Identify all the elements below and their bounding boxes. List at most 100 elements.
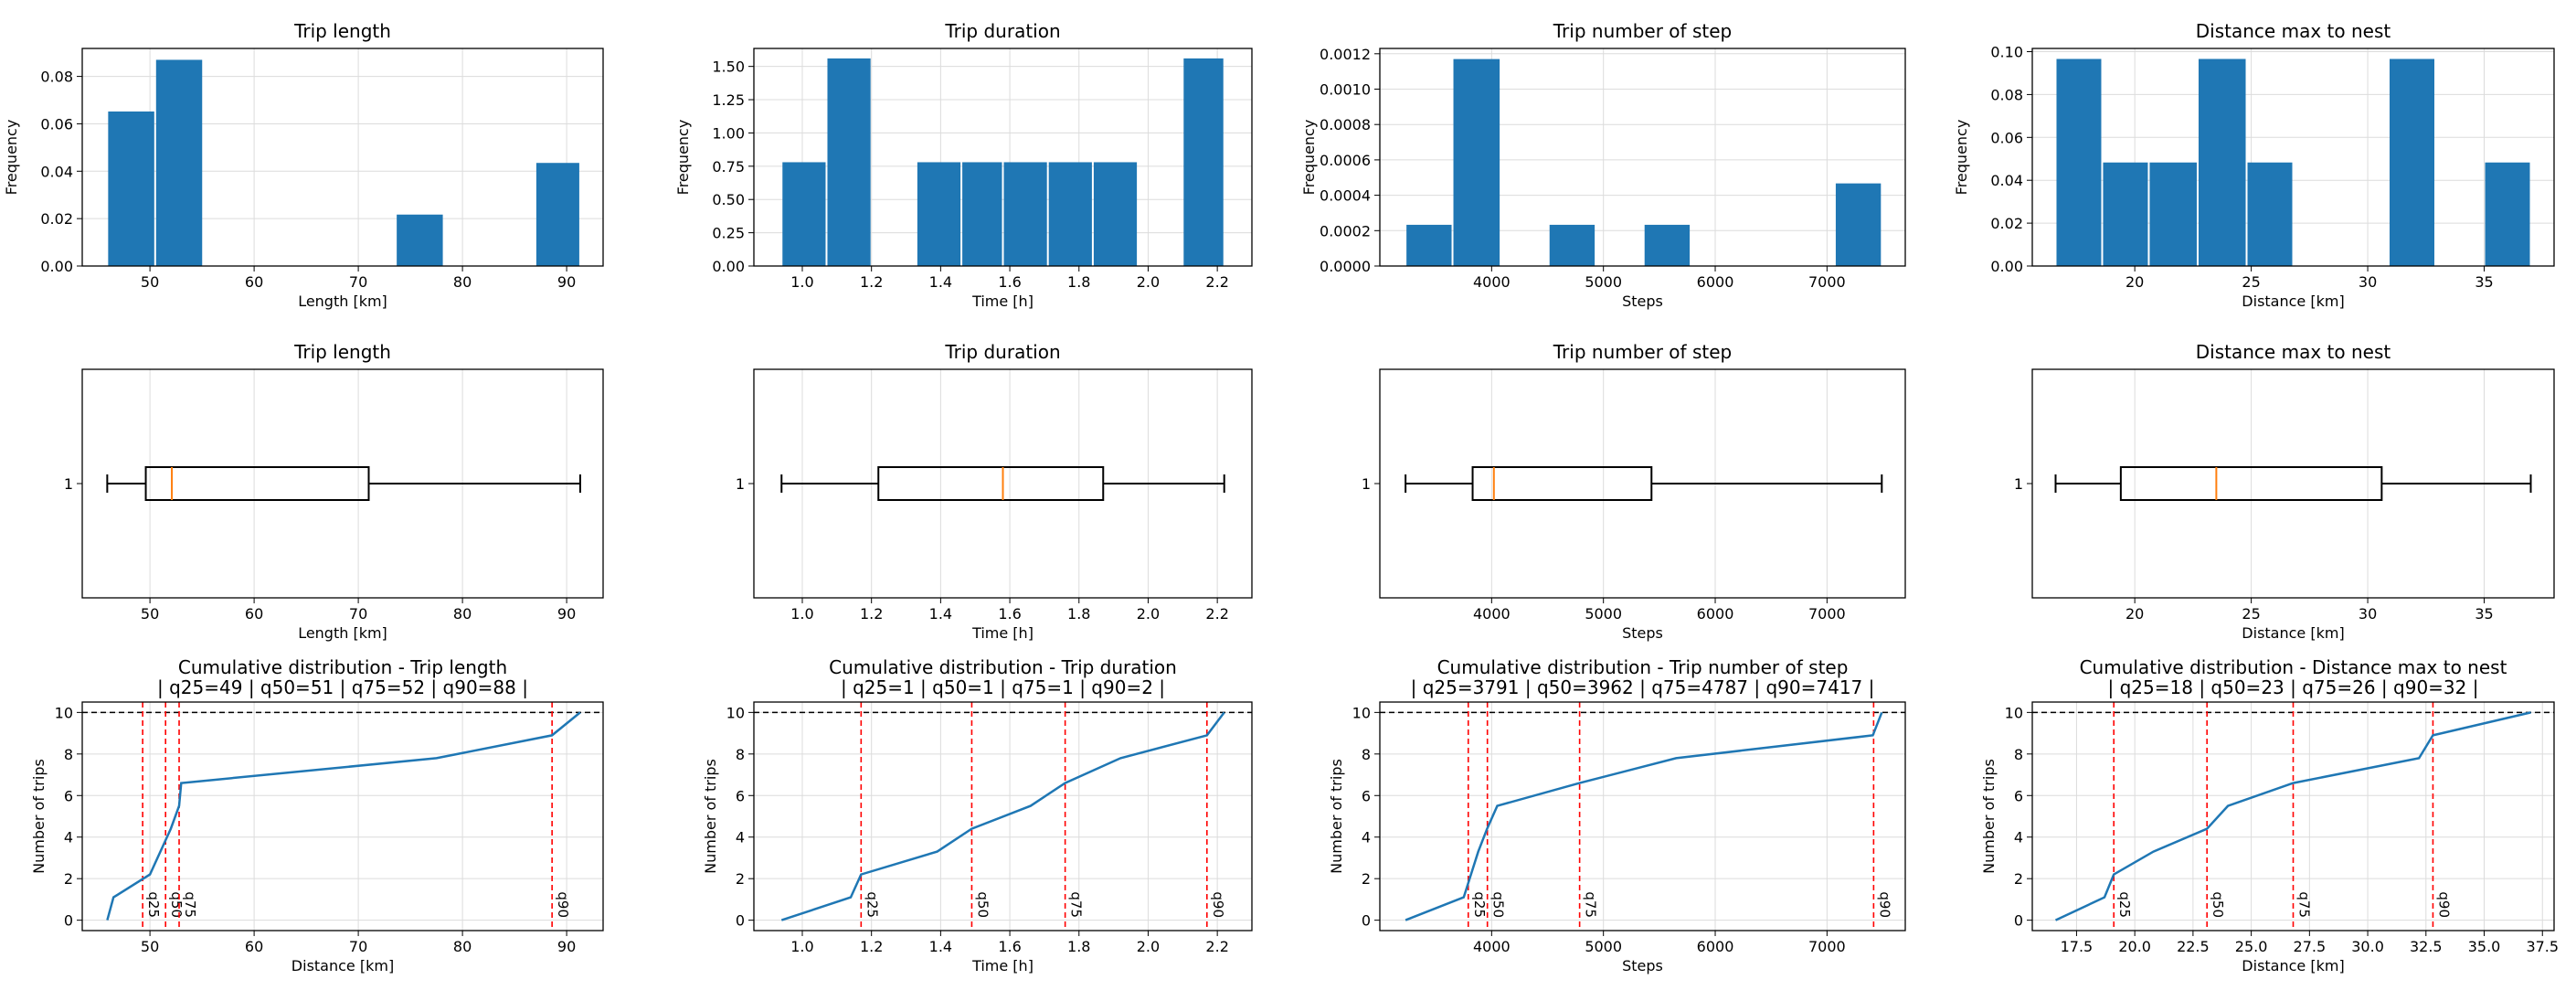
axes-frame xyxy=(753,368,1253,599)
y-tick-label: 6 xyxy=(1362,787,1371,804)
y-tick-label: 0.0010 xyxy=(1320,81,1371,99)
subplot-hist-duration: 1.0 1.2 1.4 1.6 1.8 2.0 2.2 0.00 0.25 0.50 0.75 1.0… xyxy=(674,20,1253,310)
box-iqr xyxy=(2119,466,2383,501)
y-tick-label: 1.00 xyxy=(712,124,745,142)
axes-frame xyxy=(2031,48,2555,267)
x-axis-label: Steps xyxy=(1622,957,1663,974)
chart-title: Distance max to nest xyxy=(2196,20,2391,42)
y-tick-label: 0.0008 xyxy=(1320,116,1371,133)
x-tick-label: 90 xyxy=(557,605,576,623)
y-tick-label: 2 xyxy=(64,870,73,888)
y-tick-label: 4 xyxy=(736,829,745,846)
y-axis-label: Number of trips xyxy=(30,759,48,874)
axes-frame xyxy=(81,48,604,267)
y-tick-label: 0.00 xyxy=(712,258,745,275)
cumulative-line xyxy=(780,711,1225,921)
y-axis-label: Frequency xyxy=(1300,120,1318,196)
histogram-bar xyxy=(1835,183,1882,266)
chart-title: Cumulative distribution - Trip length xyxy=(178,656,507,678)
y-tick-label: 0.04 xyxy=(40,163,73,180)
y-tick-label: 10 xyxy=(2005,704,2023,721)
y-tick-label: 10 xyxy=(726,704,745,721)
chart-title: Cumulative distribution - Distance max t… xyxy=(2080,656,2507,678)
x-tick-label: 35 xyxy=(2475,273,2493,291)
subplot-cdf-distmax: q25 q50 q75 q90 17.5 20.0 22.5 25.0 27.5 30.0 32.5… xyxy=(1980,656,2559,974)
y-tick-label: 10 xyxy=(55,704,73,721)
x-tick-label: 25.0 xyxy=(2235,938,2268,955)
chart-title: Trip length xyxy=(293,341,391,363)
axes-frame xyxy=(1379,368,1906,599)
box-iqr xyxy=(144,466,370,501)
chart-title: Distance max to nest xyxy=(2196,341,2391,363)
y-tick-label: 0.0006 xyxy=(1320,152,1371,169)
histogram-bar xyxy=(1453,59,1500,266)
y-tick-label: 2 xyxy=(2014,870,2023,888)
x-tick-label: 20.0 xyxy=(2118,938,2151,955)
quantile-label: q25 xyxy=(864,891,880,918)
histogram-bar xyxy=(1183,58,1224,266)
y-tick-label: 1 xyxy=(64,475,73,493)
chart-subtitle: | q25=18 | q50=23 | q75=26 | q90=32 | xyxy=(2108,676,2479,698)
x-tick-label: 6000 xyxy=(1697,938,1734,955)
axes-frame xyxy=(753,48,1253,267)
y-tick-label: 1 xyxy=(736,475,745,493)
x-tick-label: 2.0 xyxy=(1137,605,1160,623)
x-tick-label: 30 xyxy=(2359,605,2377,623)
x-tick-label: 80 xyxy=(453,938,472,955)
quantile-label: q75 xyxy=(2296,891,2313,918)
x-tick-label: 80 xyxy=(453,273,472,291)
chart-title: Trip duration xyxy=(944,20,1060,42)
axes-frame xyxy=(81,368,604,599)
axes-frame xyxy=(1379,48,1906,267)
x-tick-label: 70 xyxy=(349,605,367,623)
y-tick-label: 0.02 xyxy=(40,210,73,228)
y-tick-label: 0 xyxy=(2014,912,2023,930)
x-tick-label: 50 xyxy=(141,273,159,291)
x-axis-label: Distance [km] xyxy=(2242,957,2344,974)
y-tick-label: 8 xyxy=(736,746,745,763)
quantile-label: q90 xyxy=(1876,891,1892,918)
x-tick-label: 2.2 xyxy=(1205,273,1228,291)
x-tick-label: 17.5 xyxy=(2061,938,2094,955)
chart-subtitle: | q25=3791 | q50=3962 | q75=4787 | q90=7… xyxy=(1411,676,1875,698)
x-tick-label: 1.0 xyxy=(790,273,813,291)
y-tick-label: 2 xyxy=(736,870,745,888)
quantile-label: q75 xyxy=(182,891,198,918)
axes-frame xyxy=(1379,701,1906,931)
histogram-bar xyxy=(2390,59,2434,266)
x-axis-label: Distance [km] xyxy=(292,957,394,974)
quantile-label: q90 xyxy=(555,891,571,918)
x-tick-label: 1.4 xyxy=(929,938,952,955)
x-tick-label: 4000 xyxy=(1473,938,1511,955)
y-tick-label: 1.25 xyxy=(712,91,745,109)
subplot-hist-length: 50 60 70 80 90 0.00 0.02 0.04 0.06 0.08 Trip lengt… xyxy=(3,20,604,310)
histogram-bar xyxy=(1093,162,1138,266)
y-tick-label: 0.0002 xyxy=(1320,222,1371,240)
histogram-bar xyxy=(1048,162,1092,266)
x-tick-label: 2.0 xyxy=(1137,938,1160,955)
y-axis-label: Number of trips xyxy=(702,759,719,874)
x-tick-label: 1.8 xyxy=(1067,605,1090,623)
x-tick-label: 5000 xyxy=(1585,938,1622,955)
x-tick-label: 32.5 xyxy=(2410,938,2443,955)
quantile-label: q25 xyxy=(145,891,162,918)
x-tick-label: 70 xyxy=(349,938,367,955)
x-tick-label: 5000 xyxy=(1585,605,1622,623)
subplot-box-distmax: 1 20 25 30 35 Distance max to nest Distance [k… xyxy=(2014,341,2555,642)
chart-subtitle: | q25=1 | q50=1 | q75=1 | q90=2 | xyxy=(841,676,1165,698)
quantile-label: q75 xyxy=(1068,891,1085,918)
histogram-bar xyxy=(917,162,961,266)
histogram-bar xyxy=(2247,162,2293,266)
axes-frame xyxy=(2031,701,2555,931)
y-tick-label: 1.50 xyxy=(712,59,745,76)
quantile-label: q25 xyxy=(1471,891,1488,918)
y-tick-label: 0.0012 xyxy=(1320,46,1371,63)
histogram-bar xyxy=(155,59,203,266)
x-tick-label: 1.8 xyxy=(1067,938,1090,955)
y-tick-label: 6 xyxy=(736,787,745,804)
y-tick-label: 8 xyxy=(64,746,73,763)
histogram-bar xyxy=(2056,59,2102,266)
quantile-label: q90 xyxy=(2435,891,2452,918)
axes-frame xyxy=(753,701,1253,931)
x-tick-label: 2.2 xyxy=(1205,605,1228,623)
